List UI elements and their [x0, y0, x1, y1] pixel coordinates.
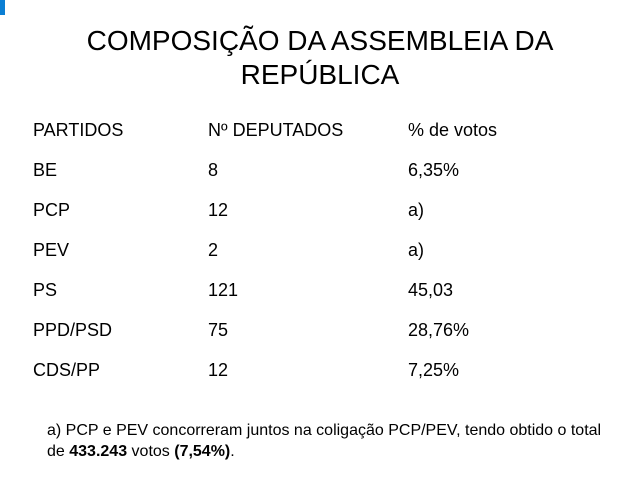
vote-percent: 45,03 — [408, 280, 454, 300]
vote-percent: a) — [408, 200, 425, 220]
footnote-votes: 433.243 — [69, 443, 128, 460]
table-header-row: PARTIDOS Nº DEPUTADOS % de votos — [33, 110, 613, 150]
party-name: PPD/PSD — [33, 320, 113, 340]
header-partidos: PARTIDOS — [33, 120, 124, 140]
party-name: CDS/PP — [33, 360, 101, 380]
vote-percent: 7,25% — [408, 360, 460, 380]
vote-percent: 28,76% — [408, 320, 470, 340]
table-row: CDS/PP 12 7,25% — [33, 350, 613, 390]
deputies-count: 8 — [208, 160, 219, 180]
party-name: PS — [33, 280, 58, 300]
deputies-count: 12 — [208, 200, 229, 220]
footnote: a) PCP e PEV concorreram juntos na colig… — [47, 420, 607, 462]
footnote-text-mid: votos — [127, 443, 175, 460]
parties-table: PARTIDOS Nº DEPUTADOS % de votos BE 8 6,… — [33, 110, 613, 390]
vote-percent: 6,35% — [408, 160, 460, 180]
table-row: PS 121 45,03 — [33, 270, 613, 310]
header-votos: % de votos — [408, 120, 498, 140]
deputies-count: 121 — [208, 280, 239, 300]
footnote-percent: (7,54%) — [174, 443, 231, 460]
party-name: BE — [33, 160, 58, 180]
header-deputados: Nº DEPUTADOS — [208, 120, 344, 140]
table-row: PEV 2 a) — [33, 230, 613, 270]
deputies-count: 2 — [208, 240, 219, 260]
corner-accent-mark — [0, 0, 5, 15]
party-name: PCP — [33, 200, 71, 220]
deputies-count: 12 — [208, 360, 229, 380]
table-row: PPD/PSD 75 28,76% — [33, 310, 613, 350]
deputies-count: 75 — [208, 320, 229, 340]
table-row: PCP 12 a) — [33, 190, 613, 230]
table-row: BE 8 6,35% — [33, 150, 613, 190]
footnote-text-start: a) PCP e PEV concorreram juntos na colig… — [47, 422, 602, 460]
party-name: PEV — [33, 240, 70, 260]
vote-percent: a) — [408, 240, 425, 260]
footnote-text-end: . — [230, 443, 235, 460]
slide-title: COMPOSIÇÃO DA ASSEMBLEIA DA REPÚBLICA — [86, 25, 554, 90]
